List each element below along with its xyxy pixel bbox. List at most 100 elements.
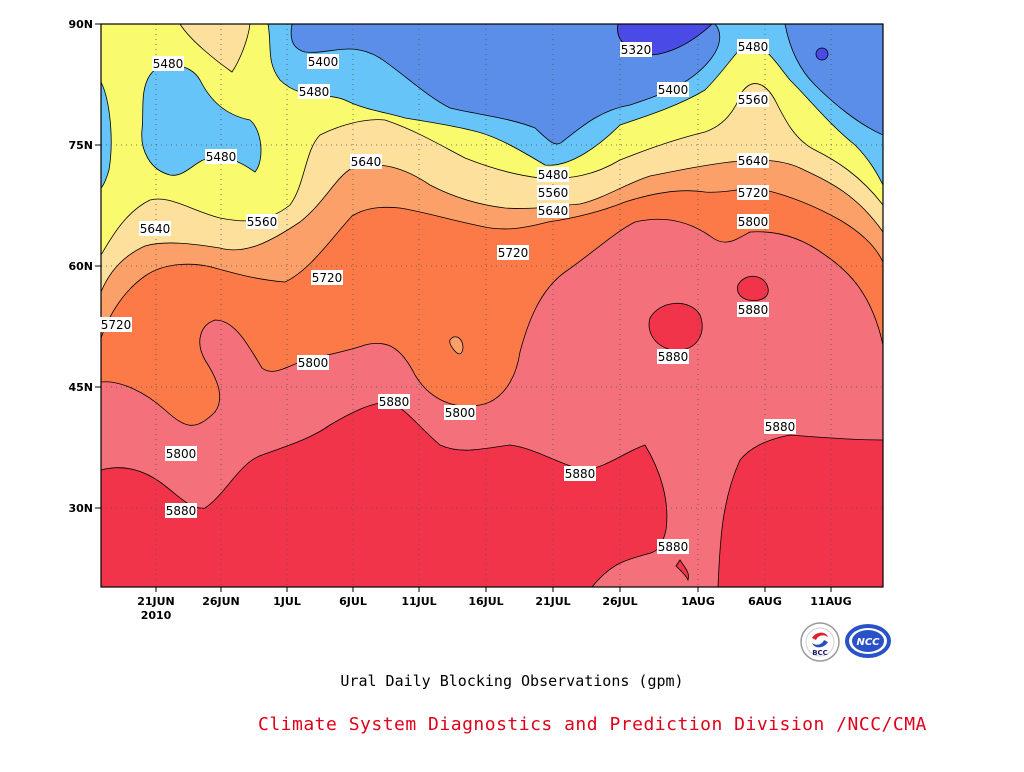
- svg-text:5640: 5640: [538, 204, 569, 218]
- svg-text:5880: 5880: [765, 420, 796, 434]
- contour-label: 5880: [564, 466, 596, 481]
- x-tick-label: 1AUG: [681, 595, 715, 608]
- contour-label: 5720: [100, 317, 132, 332]
- band-5320-5400: [290, 24, 721, 145]
- contour-label: 5480: [537, 167, 569, 182]
- contour-label: 5800: [737, 214, 769, 229]
- y-axis: 30N 45N 60N 75N 90N: [68, 18, 101, 515]
- island-5400-5480-a: [141, 64, 262, 176]
- x-tick-label: 11JUL: [401, 595, 436, 608]
- x-tick-label: 16JUL: [468, 595, 503, 608]
- x-tick-label: 21JUL: [535, 595, 570, 608]
- svg-text:5880: 5880: [738, 303, 769, 317]
- contour-label: 5640: [537, 203, 569, 218]
- contour-label: 5720: [311, 270, 343, 285]
- contour-label: 5640: [737, 153, 769, 168]
- svg-text:5880: 5880: [658, 350, 689, 364]
- x-tick-label: 1JUL: [273, 595, 301, 608]
- island-above-5880-a: [648, 302, 703, 351]
- contour-label: 5880: [737, 302, 769, 317]
- band-above-5880-south: [101, 401, 668, 587]
- contour-label: 5320: [620, 42, 652, 57]
- svg-text:5560: 5560: [738, 93, 769, 107]
- chart-title: Ural Daily Blocking Observations (gpm): [340, 672, 684, 690]
- band-5320-5400-right: [784, 24, 883, 136]
- island-5720-5800-small: [449, 336, 464, 355]
- island-5400-5480-b: [101, 81, 112, 189]
- contour-label: 5720: [737, 185, 769, 200]
- contour-label: 5880: [657, 539, 689, 554]
- contour-label: 5480: [152, 56, 184, 71]
- svg-text:5400: 5400: [658, 83, 689, 97]
- svg-text:5560: 5560: [247, 215, 278, 229]
- x-tick-label: 6JUL: [339, 595, 367, 608]
- svg-text:5880: 5880: [565, 467, 596, 481]
- x-year-label: 2010: [141, 609, 172, 622]
- svg-text:5800: 5800: [298, 356, 329, 370]
- x-tick-label: 21JUN: [137, 595, 175, 608]
- contour-labels: 5320 5400 5400 5480 5480 5480 5480 5480 5560 5560…: [100, 39, 796, 554]
- svg-text:5400: 5400: [308, 55, 339, 69]
- x-tick-label: 26JUL: [602, 595, 637, 608]
- svg-text:5800: 5800: [166, 447, 197, 461]
- svg-text:5560: 5560: [538, 186, 569, 200]
- contour-label: 5400: [307, 54, 339, 69]
- credit-line: Climate System Diagnostics and Predictio…: [258, 714, 927, 735]
- x-tick-label: 11AUG: [810, 595, 851, 608]
- svg-text:5720: 5720: [101, 318, 132, 332]
- y-tick-label: 30N: [68, 502, 93, 515]
- y-tick-label: 45N: [68, 381, 93, 394]
- contour-label: 5400: [657, 82, 689, 97]
- svg-text:5640: 5640: [351, 155, 382, 169]
- ncc-logo-text: NCC: [856, 637, 880, 648]
- contour-fills: [101, 24, 883, 587]
- contour-label: 5480: [737, 39, 769, 54]
- island-above-5880-b: [737, 275, 769, 301]
- svg-text:5880: 5880: [658, 540, 689, 554]
- svg-text:5640: 5640: [738, 154, 769, 168]
- plot-frame: [100, 23, 884, 588]
- svg-text:5720: 5720: [498, 246, 529, 260]
- svg-text:5800: 5800: [445, 406, 476, 420]
- contour-label: 5880: [165, 503, 197, 518]
- svg-text:5720: 5720: [312, 271, 343, 285]
- contour-label: 5560: [246, 214, 278, 229]
- svg-text:5480: 5480: [738, 40, 769, 54]
- x-axis: 21JUN 26JUN 1JUL 6JUL 11JUL 16JUL 21JUL 26JUL 1A…: [137, 587, 852, 622]
- svg-text:5880: 5880: [166, 504, 197, 518]
- contour-label: 5880: [378, 394, 410, 409]
- svg-text:5480: 5480: [153, 57, 184, 71]
- svg-text:5720: 5720: [738, 186, 769, 200]
- contour-label: 5640: [139, 221, 171, 236]
- y-tick-label: 60N: [68, 260, 93, 273]
- band-below-5320-small: [815, 47, 829, 61]
- svg-text:5480: 5480: [299, 85, 330, 99]
- band-above-5880-notch: [675, 559, 689, 582]
- bcc-logo: BCC: [800, 622, 840, 666]
- y-tick-label: 75N: [68, 139, 93, 152]
- band-above-5880-east: [717, 434, 883, 587]
- ncc-logo: NCC: [844, 622, 892, 664]
- svg-text:5800: 5800: [738, 215, 769, 229]
- bcc-logo-text: BCC: [812, 649, 828, 657]
- contour-label: 5800: [297, 355, 329, 370]
- grid: [101, 24, 883, 587]
- contour-label: 5560: [537, 185, 569, 200]
- contour-label: 5640: [350, 154, 382, 169]
- y-tick-label: 90N: [68, 18, 93, 31]
- contour-label: 5800: [444, 405, 476, 420]
- svg-text:5480: 5480: [206, 150, 237, 164]
- contour-label: 5880: [764, 419, 796, 434]
- x-tick-label: 6AUG: [748, 595, 782, 608]
- svg-text:5480: 5480: [538, 168, 569, 182]
- band-5560-5640-nw: [179, 24, 251, 73]
- x-tick-label: 26JUN: [202, 595, 240, 608]
- contour-label: 5800: [165, 446, 197, 461]
- contour-label: 5480: [298, 84, 330, 99]
- svg-text:5640: 5640: [140, 222, 171, 236]
- svg-text:5880: 5880: [379, 395, 410, 409]
- contour-label: 5560: [737, 92, 769, 107]
- contour-label: 5880: [657, 349, 689, 364]
